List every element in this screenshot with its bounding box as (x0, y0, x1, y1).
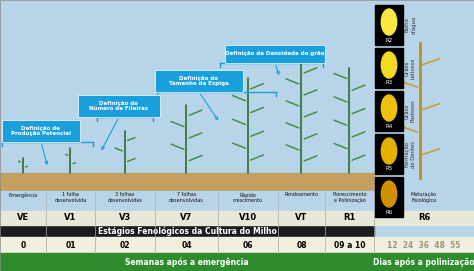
Bar (374, 237, 474, 253)
Text: Semanas após a emergência: Semanas após a emergência (125, 257, 249, 267)
Bar (0, 225, 374, 237)
Bar (375, 134, 403, 174)
Text: Dias após a polinização: Dias após a polinização (373, 257, 474, 267)
Text: 1 folha
desenvolvida: 1 folha desenvolvida (55, 192, 87, 203)
Text: Pendoamento: Pendoamento (284, 192, 319, 197)
Text: Formação
de Dentes: Formação de Dentes (405, 140, 416, 167)
Text: R3: R3 (385, 80, 392, 85)
Text: R4: R4 (385, 124, 392, 128)
Text: Florescimento
e Polinização: Florescimento e Polinização (332, 192, 367, 203)
Text: R5: R5 (385, 166, 392, 172)
Text: 06: 06 (243, 240, 253, 250)
Text: 09 a 10: 09 a 10 (334, 240, 365, 250)
Bar (375, 177, 403, 217)
Text: Rápido
crescimento: Rápido crescimento (233, 192, 263, 203)
Text: 02: 02 (120, 240, 130, 250)
FancyBboxPatch shape (155, 70, 243, 92)
Text: VE: VE (17, 214, 29, 222)
Text: Maturação
Fisiológica: Maturação Fisiológica (411, 192, 437, 204)
Bar (0, 173, 374, 191)
Text: Grãos
Pastosos: Grãos Pastosos (405, 100, 416, 122)
Text: V10: V10 (239, 214, 257, 222)
FancyBboxPatch shape (78, 95, 160, 117)
Bar (375, 91, 403, 131)
Text: 12  24  36  48  55: 12 24 36 48 55 (387, 240, 461, 250)
Text: R6: R6 (385, 209, 392, 215)
Text: VT: VT (295, 214, 308, 222)
Text: 7 folhas
desenvolvidas: 7 folhas desenvolvidas (169, 192, 204, 203)
Text: Definição da Densidade do grão: Definição da Densidade do grão (225, 51, 325, 56)
Text: R2: R2 (385, 37, 392, 43)
Text: 08: 08 (296, 240, 307, 250)
Ellipse shape (381, 52, 397, 78)
Ellipse shape (381, 138, 397, 164)
Text: 3 folhas
desenvolvidas: 3 folhas desenvolvidas (108, 192, 143, 203)
FancyBboxPatch shape (225, 45, 325, 63)
Ellipse shape (381, 9, 397, 35)
Text: 0: 0 (20, 240, 26, 250)
Bar (0, 191, 374, 211)
Bar (374, 211, 474, 225)
Bar (375, 48, 403, 88)
Text: V1: V1 (64, 214, 77, 222)
Text: Emergência: Emergência (9, 192, 37, 198)
Text: R1: R1 (343, 214, 356, 222)
Text: Bolha
d'água: Bolha d'água (405, 16, 416, 34)
Bar (0, 237, 374, 253)
Text: Grãos
Leitosos: Grãos Leitosos (405, 57, 416, 79)
Ellipse shape (381, 181, 397, 207)
Text: 04: 04 (181, 240, 192, 250)
Text: V7: V7 (181, 214, 192, 222)
Text: 01: 01 (65, 240, 76, 250)
Text: Definição de
Produção Potencial: Definição de Produção Potencial (11, 125, 71, 136)
Bar (0, 253, 374, 271)
Bar (375, 5, 403, 45)
Text: R6: R6 (418, 214, 430, 222)
FancyBboxPatch shape (2, 120, 80, 142)
Ellipse shape (381, 95, 397, 121)
Text: Estágios Fenológicos da Cultura do Milho: Estágios Fenológicos da Cultura do Milho (98, 226, 276, 236)
Text: V3: V3 (119, 214, 131, 222)
Bar (0, 211, 374, 225)
Bar (374, 253, 474, 271)
Text: Definição do
Número de Fileiras: Definição do Número de Fileiras (90, 101, 148, 111)
Text: Definição do
Tamanho da Espiga: Definição do Tamanho da Espiga (169, 76, 229, 86)
